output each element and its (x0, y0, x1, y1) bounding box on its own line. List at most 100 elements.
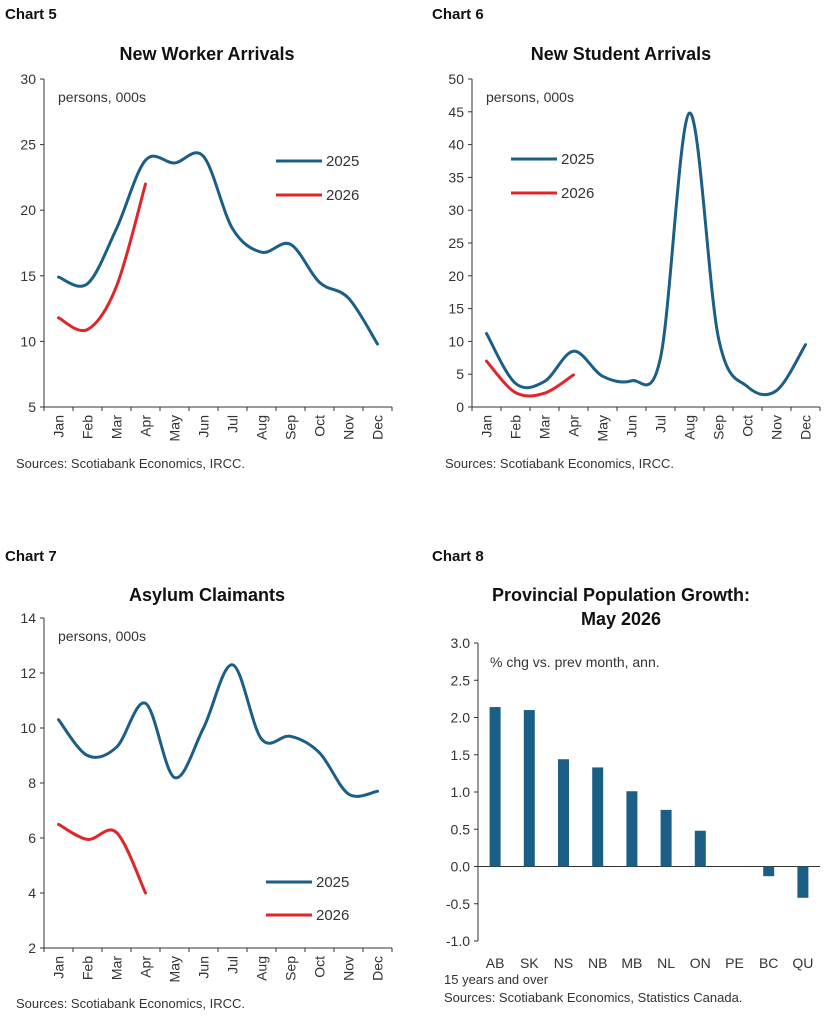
y-tick-label: 30 (20, 71, 36, 87)
chart-number: Chart 8 (432, 548, 484, 565)
y-tick-label: 10 (20, 720, 36, 736)
bar-BC (763, 866, 775, 877)
y-tick-label: 40 (448, 137, 464, 153)
chart-title-line-2: May 2026 (580, 609, 662, 629)
y-tick-label: 25 (448, 235, 464, 251)
x-tick-label: Feb (80, 956, 96, 980)
series-line-2026 (57, 182, 147, 333)
x-tick-label: Jan (479, 415, 495, 438)
x-tick-label: Dec (370, 415, 386, 440)
x-tick-label: NL (657, 955, 675, 971)
y-tick-label: 14 (20, 610, 36, 626)
y-tick-label: 45 (448, 104, 464, 120)
chart-number: Chart 7 (5, 548, 57, 565)
x-tick-label: Nov (769, 415, 785, 440)
x-tick-label: Feb (80, 415, 96, 439)
x-tick-label: PE (725, 955, 744, 971)
x-tick-label: Apr (138, 956, 154, 978)
x-tick-label: BC (759, 955, 778, 971)
x-tick-label: Jan (51, 956, 67, 979)
chart-source: Sources: Scotiabank Economics, IRCC. (16, 456, 246, 471)
y-tick-label: 6 (28, 830, 36, 846)
y-tick-label: 35 (448, 169, 464, 185)
y-tick-label: 2.0 (451, 710, 471, 726)
y-tick-label: 3.0 (451, 635, 471, 651)
chart-title: Asylum Claimants (128, 585, 286, 605)
x-tick-label: Feb (508, 415, 524, 439)
x-tick-label: QU (792, 955, 813, 971)
y-tick-label: 5 (456, 366, 464, 382)
x-tick-label: Mar (537, 415, 553, 439)
x-tick-label: May (595, 415, 611, 441)
y-tick-label: 1.0 (451, 784, 471, 800)
x-tick-label: NB (588, 955, 607, 971)
y-tick-label: 25 (20, 137, 36, 153)
bar-ON (694, 830, 706, 867)
y-tick-label: 15 (20, 268, 36, 284)
unit-label: persons, 000s (58, 89, 146, 105)
x-tick-label: Aug (254, 415, 270, 440)
x-tick-label: Oct (312, 956, 328, 978)
y-tick-label: 15 (448, 301, 464, 317)
y-tick-label: 10 (20, 333, 36, 349)
x-tick-label: Sep (711, 415, 727, 440)
unit-label: persons, 000s (58, 628, 146, 644)
x-tick-label: Jul (225, 956, 241, 974)
bar-QU (797, 866, 809, 898)
y-tick-label: 1.5 (451, 747, 471, 763)
y-tick-label: -0.5 (446, 896, 470, 912)
y-tick-label: 12 (20, 665, 36, 681)
y-tick-label: 0.5 (451, 821, 471, 837)
x-tick-label: Aug (682, 415, 698, 440)
x-tick-label: AB (486, 955, 505, 971)
legend-label-2026: 2026 (561, 185, 594, 202)
y-tick-label: 30 (448, 202, 464, 218)
x-tick-label: Jun (624, 415, 640, 438)
bar-NL (660, 809, 672, 867)
bar-NS (558, 759, 569, 867)
y-tick-label: 0.0 (451, 859, 471, 875)
legend-label-2025: 2025 (561, 151, 594, 168)
chart-title: New Student Arrivals (530, 44, 712, 64)
x-tick-label: May (167, 956, 183, 982)
series-line-2026 (57, 822, 147, 895)
y-tick-label: 4 (28, 885, 36, 901)
x-tick-label: Jul (653, 415, 669, 433)
x-tick-label: Apr (566, 415, 582, 437)
unit-label: persons, 000s (486, 89, 574, 105)
series-line-2025 (57, 151, 379, 346)
y-tick-label: 8 (28, 775, 36, 791)
x-tick-label: Mar (109, 956, 125, 980)
y-tick-label: 5 (28, 399, 36, 415)
legend-label-2026: 2026 (326, 187, 359, 204)
chart8-panel: Chart 8 Provincial Population Growth: Ma… (414, 511, 828, 1022)
chart-footnote: 15 years and over (444, 972, 549, 987)
x-tick-label: MB (621, 955, 642, 971)
x-tick-label: May (167, 415, 183, 441)
y-tick-label: 20 (20, 202, 36, 218)
y-tick-label: 20 (448, 268, 464, 284)
y-tick-label: 2 (28, 940, 36, 956)
chart-title-line-1: Provincial Population Growth: (491, 585, 750, 605)
x-tick-label: Oct (740, 415, 756, 437)
y-tick-label: -1.0 (446, 933, 470, 949)
series-line-2025 (57, 663, 379, 798)
legend-label-2026: 2026 (316, 907, 349, 924)
series-line-2026 (485, 359, 575, 398)
chart7-panel: Chart 7 Asylum Claimants 2 4 6 8 10 12 14 Jan Fe… (0, 511, 414, 1022)
x-tick-label: Apr (138, 415, 154, 437)
chart6-panel: Chart 6 New Student Arrivals 0 5 10 15 20 25 3… (414, 0, 828, 511)
x-tick-label: Sep (283, 415, 299, 440)
chart8-plot: -1.0 -0.5 0.0 0.5 1.0 1.5 2.0 2.5 3.0 AB SK NS NB MB N… (446, 635, 820, 971)
chart-title: Provincial Population Growth: May 2026 (414, 583, 828, 631)
x-tick-label: Dec (370, 956, 386, 981)
x-tick-label: Dec (798, 415, 814, 440)
y-tick-label: 10 (448, 333, 464, 349)
chart5-panel: Chart 5 New Worker Arrivals 5 10 15 20 25 30 J… (0, 0, 414, 511)
chart-source: Sources: Scotiabank Economics, IRCC. (445, 456, 675, 471)
x-tick-label: ON (690, 955, 711, 971)
unit-label: % chg vs. prev month, ann. (490, 654, 660, 670)
chart-source: Sources: Scotiabank Economics, IRCC. (16, 996, 246, 1011)
